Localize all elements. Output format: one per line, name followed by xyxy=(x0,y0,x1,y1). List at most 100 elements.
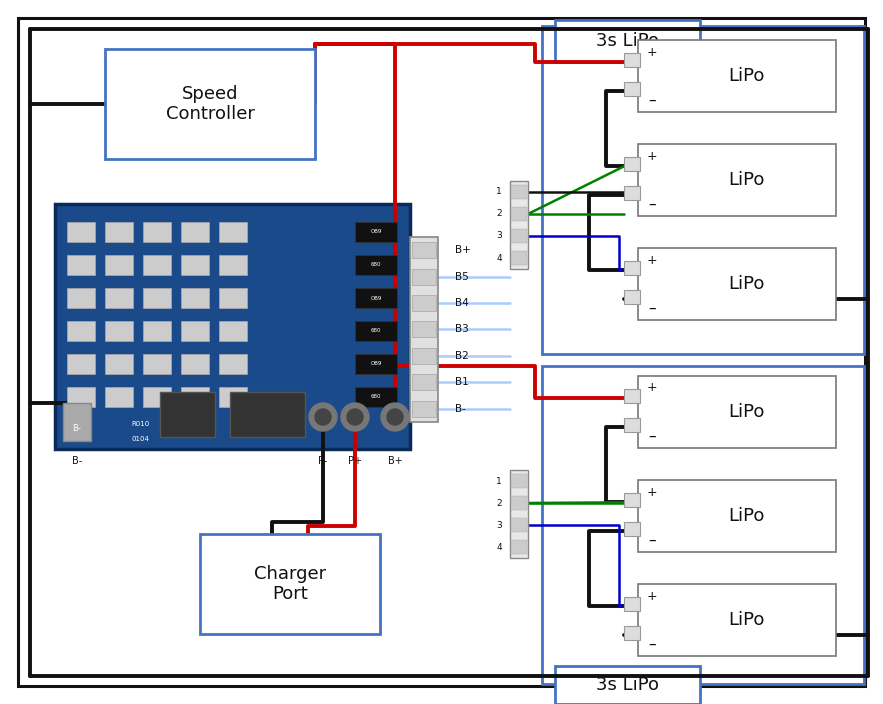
Text: 1: 1 xyxy=(496,477,502,486)
Text: –: – xyxy=(648,532,656,548)
Bar xyxy=(67,321,95,341)
Text: B5: B5 xyxy=(455,272,469,282)
Text: B4: B4 xyxy=(455,298,469,308)
Bar xyxy=(638,376,836,448)
Circle shape xyxy=(309,403,337,431)
Bar xyxy=(219,321,247,341)
Bar xyxy=(412,348,436,364)
Bar xyxy=(219,354,247,374)
Bar xyxy=(181,288,209,308)
Bar xyxy=(555,666,700,704)
Bar xyxy=(624,494,640,508)
Bar xyxy=(181,321,209,341)
Text: +: + xyxy=(646,253,657,267)
Bar xyxy=(555,20,700,62)
Text: LiPo: LiPo xyxy=(728,403,765,421)
Text: 3s LiPo: 3s LiPo xyxy=(596,676,659,694)
Text: 3: 3 xyxy=(496,520,502,529)
Text: –: – xyxy=(648,92,656,108)
Text: Speed
Controller: Speed Controller xyxy=(166,84,254,123)
Bar xyxy=(638,40,836,112)
Text: Charger
Port: Charger Port xyxy=(254,565,326,603)
Text: R010: R010 xyxy=(131,421,149,427)
Text: 4: 4 xyxy=(496,253,502,263)
Bar xyxy=(355,255,397,275)
Text: LiPo: LiPo xyxy=(728,171,765,189)
Bar xyxy=(624,158,640,171)
Bar xyxy=(412,295,436,311)
Bar xyxy=(55,204,410,449)
Bar xyxy=(624,418,640,432)
Text: 680: 680 xyxy=(371,394,381,399)
Bar xyxy=(181,255,209,275)
Text: P-: P- xyxy=(319,456,328,466)
Text: +: + xyxy=(646,46,657,58)
Text: 680: 680 xyxy=(371,329,381,334)
Bar xyxy=(510,181,528,269)
Bar xyxy=(511,540,527,554)
Bar xyxy=(511,518,527,532)
Bar xyxy=(355,288,397,308)
Bar xyxy=(143,354,171,374)
Text: B-: B- xyxy=(72,425,81,434)
Bar xyxy=(63,403,91,441)
Text: 3: 3 xyxy=(496,232,502,241)
Text: 2: 2 xyxy=(496,498,502,508)
Text: B1: B1 xyxy=(455,377,469,387)
Text: B-: B- xyxy=(72,456,82,466)
Circle shape xyxy=(347,409,363,425)
Bar xyxy=(230,392,305,437)
Bar xyxy=(410,237,438,422)
Bar xyxy=(624,82,640,96)
Bar xyxy=(412,242,436,258)
Bar xyxy=(638,584,836,656)
Bar xyxy=(67,354,95,374)
Bar xyxy=(181,387,209,407)
Bar xyxy=(412,375,436,390)
Bar xyxy=(624,290,640,304)
Bar xyxy=(67,387,95,407)
Bar xyxy=(105,49,315,159)
Text: B+: B+ xyxy=(455,245,471,256)
Bar xyxy=(143,321,171,341)
Bar xyxy=(105,321,133,341)
Bar xyxy=(181,354,209,374)
Bar xyxy=(105,354,133,374)
Text: +: + xyxy=(646,589,657,603)
Bar xyxy=(160,392,215,437)
Text: 680: 680 xyxy=(371,263,381,268)
Text: LiPo: LiPo xyxy=(728,611,765,629)
Bar xyxy=(355,222,397,242)
Bar xyxy=(219,255,247,275)
Text: 2: 2 xyxy=(496,210,502,218)
Bar xyxy=(624,54,640,68)
Bar xyxy=(105,255,133,275)
Bar xyxy=(638,144,836,216)
Text: +: + xyxy=(646,149,657,163)
Bar xyxy=(542,366,864,684)
Bar xyxy=(638,480,836,552)
Bar xyxy=(511,207,527,221)
Bar xyxy=(143,288,171,308)
Bar xyxy=(219,222,247,242)
Bar xyxy=(219,288,247,308)
Bar xyxy=(355,387,397,407)
Bar xyxy=(105,222,133,242)
Circle shape xyxy=(315,409,331,425)
Circle shape xyxy=(381,403,409,431)
Text: LiPo: LiPo xyxy=(728,275,765,293)
Text: +: + xyxy=(646,486,657,498)
Text: 1: 1 xyxy=(496,187,502,196)
Bar xyxy=(105,387,133,407)
Bar xyxy=(511,496,527,510)
Bar xyxy=(542,26,864,354)
Text: 0104: 0104 xyxy=(131,436,149,442)
Bar xyxy=(67,222,95,242)
Text: +: + xyxy=(646,382,657,394)
Bar xyxy=(200,534,380,634)
Text: 3s LiPo: 3s LiPo xyxy=(596,32,659,50)
Bar xyxy=(412,401,436,417)
Text: B+: B+ xyxy=(388,456,403,466)
Circle shape xyxy=(341,403,369,431)
Bar xyxy=(105,288,133,308)
